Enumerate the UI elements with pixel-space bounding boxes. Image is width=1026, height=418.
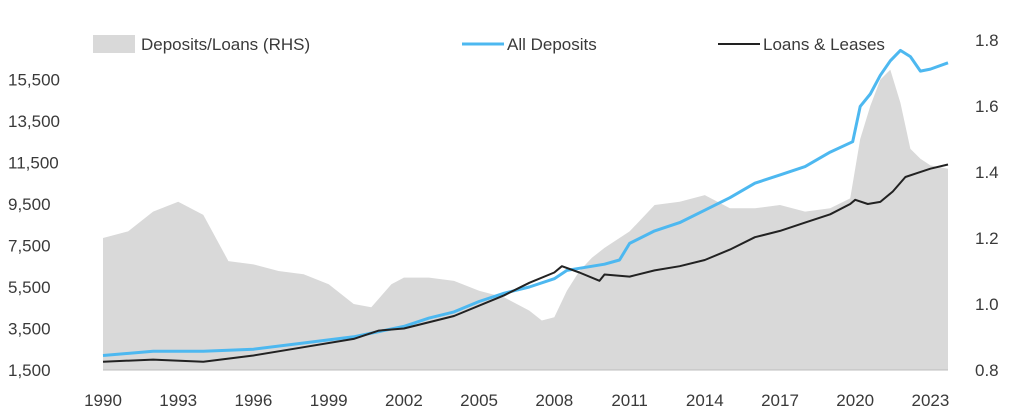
- y2-tick-label: 1.8: [975, 31, 999, 50]
- ratio-area-layer: [103, 69, 948, 370]
- x-tick-label: 1993: [159, 391, 197, 410]
- series-area-deposits-loans-rhs: [103, 69, 948, 370]
- y-tick-label: 15,500: [8, 70, 60, 89]
- bottom-axis: 1990 1993 1996 1999 2002 2005 2008 2011 2014 2017…: [84, 369, 949, 410]
- right-axis: 0.8 1.0 1.2 1.4 1.6 1.8: [975, 31, 999, 380]
- x-tick-label: 1999: [310, 391, 348, 410]
- legend-label-deposits-loans: Deposits/Loans (RHS): [141, 35, 310, 54]
- y-tick-label: 9,500: [8, 195, 51, 214]
- x-tick-label: 2005: [460, 391, 498, 410]
- y-tick-label: 1,500: [8, 361, 51, 380]
- x-tick-label: 2014: [686, 391, 724, 410]
- y2-tick-label: 1.4: [975, 163, 999, 182]
- y2-tick-label: 1.2: [975, 229, 999, 248]
- y-tick-label: 11,500: [8, 154, 59, 173]
- y2-tick-label: 0.8: [975, 361, 999, 380]
- x-tick-label: 1996: [234, 391, 272, 410]
- y2-tick-label: 1.0: [975, 295, 999, 314]
- x-tick-label: 2020: [836, 391, 874, 410]
- line-layer: [102, 48, 949, 363]
- series-line-loans-leases: [102, 163, 949, 363]
- legend-label-all-deposits: All Deposits: [507, 35, 597, 54]
- y-tick-label: 3,500: [8, 320, 51, 339]
- legend: Deposits/Loans (RHS) All Deposits Loans …: [93, 35, 885, 54]
- x-tick-label: 2023: [911, 391, 949, 410]
- x-tick-label: 2011: [611, 391, 648, 410]
- y-tick-label: 13,500: [8, 112, 60, 131]
- series-line-all-deposits: [102, 48, 949, 357]
- left-axis: 1,500 3,500 5,500 7,500 9,500 11,500 13,500 15,…: [8, 70, 60, 380]
- x-tick-label: 1990: [84, 391, 122, 410]
- y-tick-label: 5,500: [8, 278, 51, 297]
- y-tick-label: 7,500: [8, 237, 51, 256]
- x-tick-label: 2008: [535, 391, 573, 410]
- legend-label-loans-leases: Loans & Leases: [763, 35, 885, 54]
- x-tick-label: 2017: [761, 391, 799, 410]
- legend-swatch-deposits-loans: [93, 35, 135, 53]
- y2-tick-label: 1.6: [975, 97, 999, 116]
- x-tick-label: 2002: [385, 391, 423, 410]
